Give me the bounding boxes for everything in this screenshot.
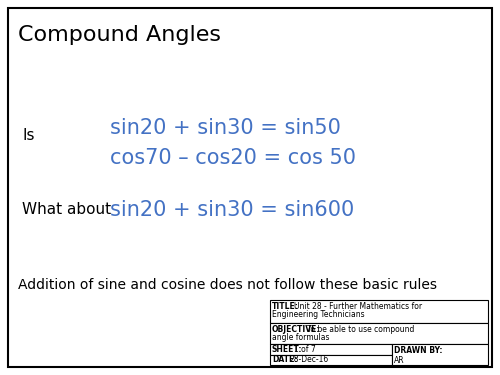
Bar (270, 355, 392, 365)
Bar (270, 323, 488, 344)
Text: To be able to use compound: To be able to use compound (307, 325, 414, 334)
Text: cos70 – cos20 = cos 50: cos70 – cos20 = cos 50 (110, 148, 356, 168)
Text: sin20 + sin30 = sin600: sin20 + sin30 = sin600 (110, 200, 354, 220)
Text: Engineering Technicians: Engineering Technicians (272, 310, 364, 319)
Bar (392, 344, 488, 365)
Text: AR: AR (394, 356, 404, 365)
Text: Compound Angles: Compound Angles (18, 25, 221, 45)
Text: TITLE:: TITLE: (272, 302, 299, 311)
Bar (270, 344, 392, 355)
Text: DATE:: DATE: (272, 355, 297, 364)
Text: SHEET:: SHEET: (272, 345, 302, 354)
Text: Unit 28 - Further Mathematics for: Unit 28 - Further Mathematics for (294, 302, 422, 311)
Text: DRAWN BY:: DRAWN BY: (394, 346, 442, 355)
Text: What about: What about (22, 202, 111, 217)
Text: angle formulas: angle formulas (272, 333, 330, 342)
Bar (270, 300, 488, 323)
Text: Is: Is (22, 128, 34, 142)
Text: Addition of sine and cosine does not follow these basic rules: Addition of sine and cosine does not fol… (18, 278, 437, 292)
Text: OBJECTIVE:: OBJECTIVE: (272, 325, 320, 334)
Text: 1 of 7: 1 of 7 (294, 345, 316, 354)
Text: sin20 + sin30 = sin50: sin20 + sin30 = sin50 (110, 118, 341, 138)
Text: 28-Dec-16: 28-Dec-16 (290, 355, 329, 364)
